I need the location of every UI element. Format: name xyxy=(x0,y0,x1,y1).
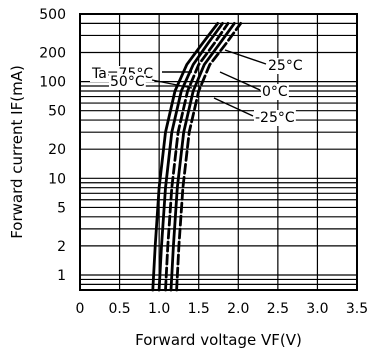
x-axis-label: Forward voltage VF(V) xyxy=(135,331,302,349)
y-tick-label: 1 xyxy=(57,268,66,284)
x-tick-label: 3.0 xyxy=(306,301,328,317)
series-curve-0 xyxy=(151,22,220,292)
series-label-background xyxy=(267,58,304,74)
x-tick-label: 3.5 xyxy=(346,301,368,317)
series-label: -25°C xyxy=(255,110,295,126)
series-curve-2 xyxy=(164,22,230,292)
series-label: 0°C xyxy=(262,84,288,100)
y-tick-label: 20 xyxy=(48,142,66,158)
series-curve-3 xyxy=(169,22,236,292)
x-tick-label: 1.5 xyxy=(188,301,210,317)
y-tick-label: 10 xyxy=(48,171,66,187)
series-label-leader xyxy=(224,49,267,65)
y-tick-labels: 1 2 5 10 20 50 100 200 500 xyxy=(39,7,66,284)
series-curve-4 xyxy=(175,22,243,292)
x-tick-label: 0.5 xyxy=(108,301,130,317)
series-curves xyxy=(151,22,243,292)
series-curve-1 xyxy=(157,22,224,292)
series-label-background xyxy=(254,110,296,126)
series-label-leader xyxy=(219,71,261,91)
plot-frame xyxy=(79,13,358,291)
y-tick-label: 200 xyxy=(39,45,66,61)
x-tick-label: 2.0 xyxy=(227,301,249,317)
x-tick-label: 1.0 xyxy=(148,301,170,317)
x-tick-label: 0 xyxy=(76,301,85,317)
series-label-leader xyxy=(213,97,254,117)
series-label-background xyxy=(109,74,146,90)
series-label: 50°C xyxy=(110,74,145,90)
x-tick-label: 2.5 xyxy=(267,301,289,317)
y-tick-label: 5 xyxy=(57,200,66,216)
y-axis-label: Forward current IF(mA) xyxy=(8,65,26,239)
x-tick-labels: 0 0.5 1.0 1.5 2.0 2.5 3.0 3.5 xyxy=(76,301,369,317)
y-tick-label: 100 xyxy=(39,75,66,91)
series-label-background xyxy=(261,84,289,100)
series-labels: Ta=75°C50°C25°C0°C-25°C xyxy=(90,49,304,126)
y-tick-label: 500 xyxy=(39,7,66,23)
series-label-leader xyxy=(151,79,193,89)
y-tick-label: 50 xyxy=(48,104,66,120)
y-tick-label: 2 xyxy=(57,239,66,255)
series-label: 25°C xyxy=(268,58,303,74)
